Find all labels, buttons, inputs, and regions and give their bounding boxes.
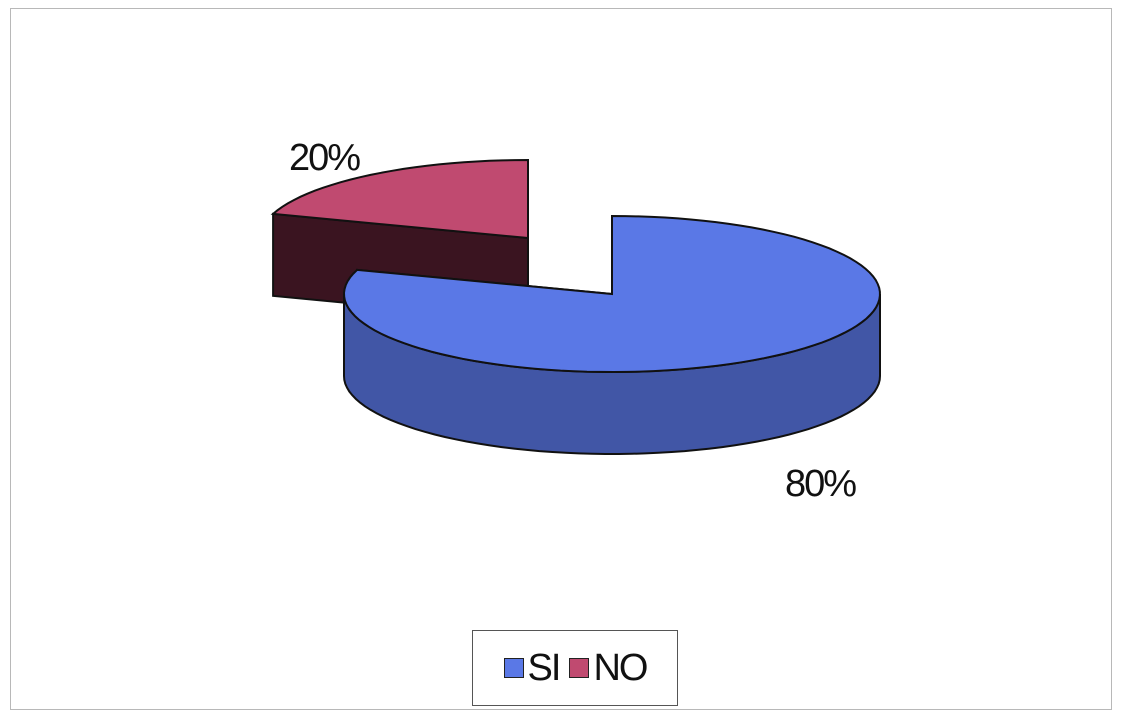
legend-item-si: SI	[503, 646, 562, 690]
legend-swatch-si	[503, 658, 524, 678]
slice-top-si	[342, 214, 881, 374]
legend-swatch-no	[569, 658, 590, 678]
data-label-si: 80%	[785, 463, 856, 505]
slice-top-no	[270, 158, 529, 240]
legend-label-si: SI	[527, 646, 562, 689]
legend-item-no: NO	[569, 646, 648, 690]
pie-slices	[270, 158, 881, 455]
data-label-no: 20%	[289, 137, 360, 179]
legend-label-no: NO	[593, 646, 648, 689]
legend: SI NO	[472, 630, 678, 706]
